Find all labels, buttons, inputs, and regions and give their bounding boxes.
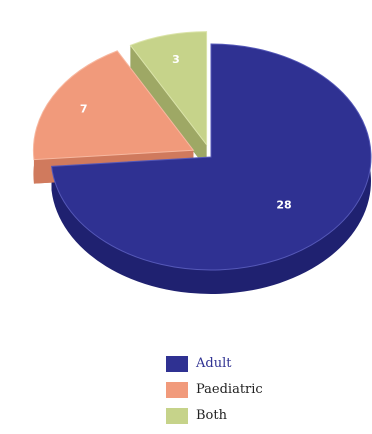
- slice-value-label-paediatric: 7: [80, 102, 88, 115]
- slice-value-label-adult: 28: [276, 198, 291, 211]
- legend-swatch-paediatric: [166, 382, 188, 398]
- pie-slice-adult[interactable]: [50, 43, 372, 271]
- pie-slice-paediatric[interactable]: [32, 50, 195, 161]
- pie-slice-both[interactable]: [129, 31, 208, 147]
- legend-label-paediatric: Paediatric: [196, 382, 263, 397]
- legend-label-both: Both: [196, 408, 227, 423]
- legend-swatch-both: [166, 408, 188, 424]
- slice-value-label-both: 3: [172, 53, 180, 66]
- legend-item-adult[interactable]: Adult: [166, 356, 263, 372]
- legend-item-both[interactable]: Both: [166, 408, 263, 424]
- legend-swatch-adult: [166, 356, 188, 372]
- legend-label-adult: Adult: [196, 356, 232, 371]
- legend: Adult Paediatric Both: [166, 356, 263, 434]
- legend-item-paediatric[interactable]: Paediatric: [166, 382, 263, 398]
- pie-slice-wall-both-0: [130, 45, 207, 169]
